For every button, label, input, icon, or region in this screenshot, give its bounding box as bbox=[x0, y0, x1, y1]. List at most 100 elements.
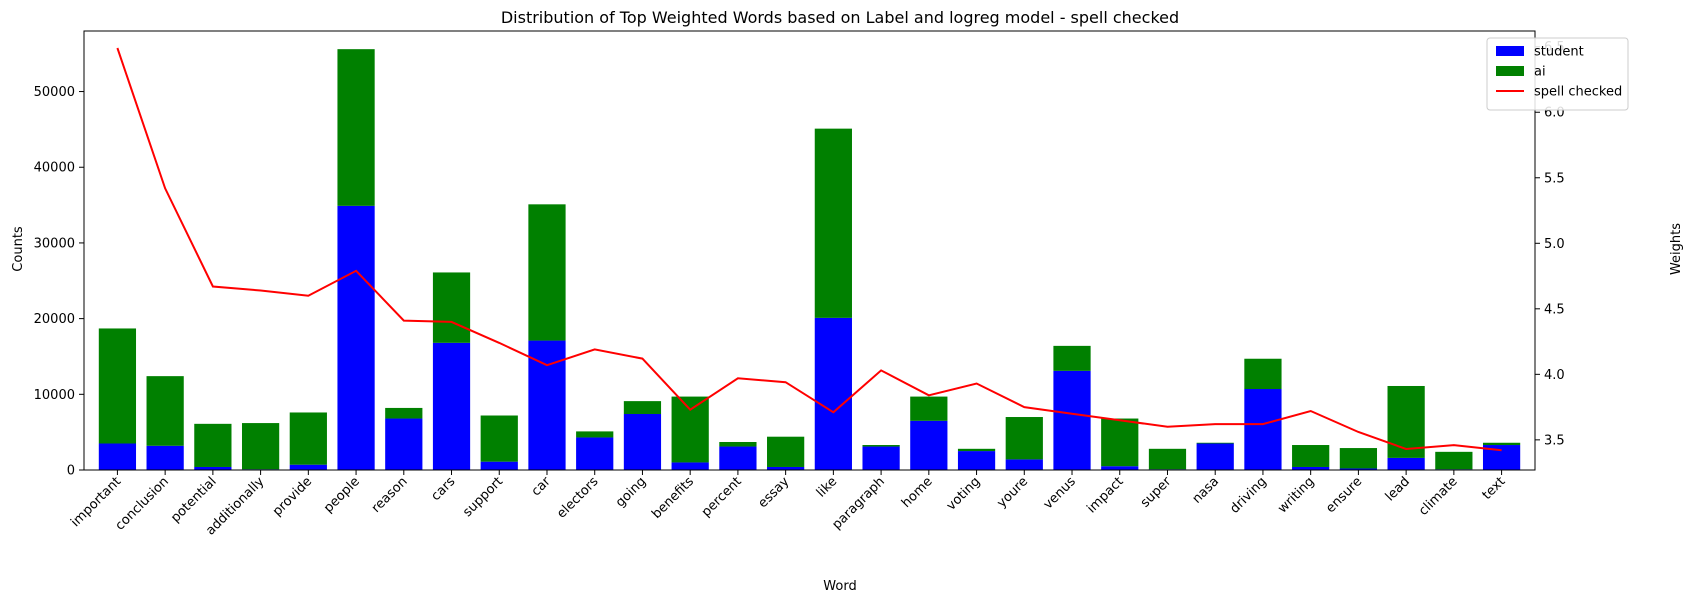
bar-ai-voting bbox=[957, 448, 996, 452]
bar-ai-car bbox=[528, 204, 566, 341]
x-tick-label-like: like bbox=[814, 474, 840, 500]
x-tick-label-electors: electors bbox=[554, 474, 601, 521]
bar-ai-additionally bbox=[241, 423, 280, 470]
bar-ai-people bbox=[337, 49, 375, 206]
x-tick-label-car: car bbox=[529, 474, 555, 500]
bar-ai-potential bbox=[194, 423, 232, 467]
bar-ai-going bbox=[623, 401, 662, 414]
legend-label-ai: ai bbox=[1534, 65, 1546, 80]
bar-student-impact bbox=[1101, 466, 1139, 470]
y-tick-label: 40000 bbox=[34, 161, 75, 176]
y-axis-label: Counts bbox=[11, 226, 26, 272]
x-tick-label-impact: impact bbox=[1084, 474, 1126, 516]
bar-ai-youre bbox=[1005, 417, 1043, 460]
x-tick-label-youre: youre bbox=[994, 474, 1031, 511]
bar-student-writing bbox=[1292, 466, 1330, 470]
bar-student-electors bbox=[576, 437, 614, 470]
x-tick-label-percent: percent bbox=[699, 474, 745, 520]
legend-swatch-ai bbox=[1496, 66, 1524, 76]
bar-ai-like bbox=[814, 128, 852, 318]
bar-student-like bbox=[814, 317, 852, 470]
chart-title: Distribution of Top Weighted Words based… bbox=[501, 8, 1179, 27]
bar-student-home bbox=[910, 420, 948, 470]
bar-ai-benefits bbox=[671, 396, 709, 463]
x-tick-label-going: going bbox=[613, 474, 649, 510]
x-tick-label-driving: driving bbox=[1227, 474, 1269, 516]
bar-student-percent bbox=[719, 446, 757, 470]
bar-student-benefits bbox=[671, 462, 709, 470]
y2-tick-label: 4.0 bbox=[1544, 368, 1565, 383]
bar-student-support bbox=[480, 461, 518, 470]
x-tick-label-writing: writing bbox=[1275, 474, 1317, 516]
y-tick-label: 50000 bbox=[34, 85, 75, 100]
bar-student-provide bbox=[289, 464, 327, 470]
bar-student-reason bbox=[385, 418, 423, 470]
bar-student-driving bbox=[1244, 389, 1282, 470]
bar-student-going bbox=[623, 413, 662, 470]
bar-ai-cars bbox=[432, 272, 471, 343]
bar-ai-driving bbox=[1244, 358, 1282, 390]
legend-label-spell-checked: spell checked bbox=[1534, 85, 1622, 100]
legend-swatch-student bbox=[1496, 46, 1524, 56]
legend: student ai spell checked bbox=[1486, 37, 1629, 111]
x-tick-label-super: super bbox=[1138, 474, 1175, 511]
bar-student-ensure bbox=[1339, 468, 1378, 470]
x-tick-label-cars: cars bbox=[428, 474, 458, 504]
bar-ai-essay bbox=[767, 436, 805, 467]
bar-ai-ensure bbox=[1339, 448, 1378, 469]
bar-student-conclusion bbox=[146, 445, 184, 470]
x-tick-label-reason: reason bbox=[369, 474, 411, 516]
y2-tick-label: 5.0 bbox=[1544, 237, 1565, 252]
bar-student-venus bbox=[1053, 370, 1091, 470]
bar-ai-climate bbox=[1435, 451, 1473, 470]
bar-ai-venus bbox=[1053, 345, 1091, 371]
bar-student-lead bbox=[1387, 457, 1425, 470]
x-tick-label-essay: essay bbox=[756, 474, 793, 511]
bar-ai-important bbox=[98, 328, 137, 444]
x-tick-label-benefits: benefits bbox=[649, 474, 697, 522]
line-spell-checked bbox=[116, 47, 1502, 452]
line-layer bbox=[116, 47, 1502, 452]
x-tick-label-climate: climate bbox=[1416, 474, 1461, 519]
bars-layer bbox=[98, 49, 1521, 470]
y-tick-label: 0 bbox=[67, 464, 75, 479]
bar-ai-electors bbox=[576, 431, 614, 438]
bar-ai-writing bbox=[1292, 445, 1330, 467]
x-tick-label-home: home bbox=[899, 474, 936, 511]
bar-ai-paragraph bbox=[862, 445, 900, 447]
plot-frame bbox=[83, 30, 1536, 471]
x-tick-label-ensure: ensure bbox=[1323, 474, 1365, 516]
bar-student-cars bbox=[432, 342, 471, 470]
bar-student-nasa bbox=[1196, 443, 1234, 470]
y-tick-label: 30000 bbox=[34, 236, 75, 251]
bar-ai-lead bbox=[1387, 385, 1425, 458]
bar-ai-reason bbox=[385, 407, 423, 419]
bar-ai-nasa bbox=[1196, 442, 1234, 444]
x-tick-label-voting: voting bbox=[944, 474, 983, 513]
x-tick-label-venus: venus bbox=[1041, 474, 1079, 512]
bar-ai-percent bbox=[719, 441, 757, 447]
x-tick-label-provide: provide bbox=[270, 474, 315, 519]
bar-student-essay bbox=[767, 466, 805, 470]
y2-tick-label: 3.5 bbox=[1544, 433, 1565, 448]
bar-ai-home bbox=[910, 396, 948, 421]
y2-axis-label: Weights bbox=[1669, 223, 1684, 275]
x-tick-label-lead: lead bbox=[1383, 474, 1413, 504]
bar-ai-provide bbox=[289, 412, 327, 465]
bar-ai-text bbox=[1482, 442, 1521, 446]
bar-ai-super bbox=[1148, 448, 1187, 470]
x-tick-label-text: text bbox=[1480, 474, 1509, 503]
bar-student-potential bbox=[194, 466, 232, 470]
legend-label-student: student bbox=[1534, 45, 1584, 60]
y2-tick-label: 5.5 bbox=[1544, 171, 1565, 186]
x-tick-label-support: support bbox=[460, 474, 506, 520]
bar-ai-support bbox=[480, 415, 518, 462]
bar-ai-impact bbox=[1101, 418, 1139, 467]
bar-student-people bbox=[337, 205, 375, 470]
x-tick-label-people: people bbox=[321, 474, 363, 516]
y-tick-label: 10000 bbox=[34, 388, 75, 403]
bar-student-paragraph bbox=[862, 446, 900, 470]
x-axis-label: Word bbox=[823, 579, 856, 594]
